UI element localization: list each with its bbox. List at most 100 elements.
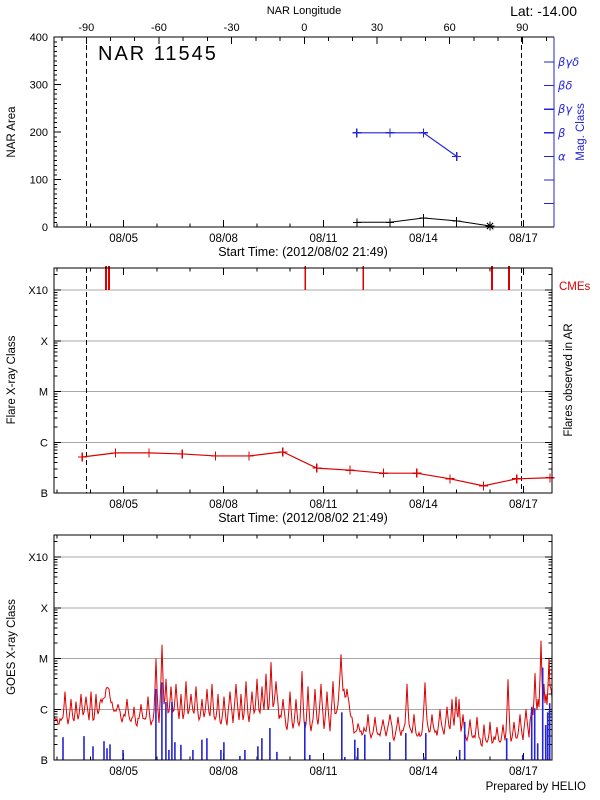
flare-event-bar: [180, 744, 182, 760]
x-tick-label: 08/05: [109, 233, 138, 245]
area-tick-label: 0: [42, 222, 48, 234]
flare-event-bar: [357, 747, 359, 760]
flares-panel: 08/05 08/08 08/11 08/14 08/17 B C M X X10 Start Ti…: [6, 266, 591, 525]
flare-event-bar: [309, 754, 311, 760]
flare-event-bar: [344, 757, 346, 760]
longitude-tick-label: -60: [151, 22, 167, 34]
xray-class-label: M: [39, 387, 48, 399]
goes-panel: 08/05 08/08 08/11 08/14 08/17 B C M X X10 GOES X-r…: [6, 534, 586, 793]
flare-event-bar: [201, 739, 203, 760]
flare-event-bar: [223, 742, 225, 760]
longitude-tick-label: 30: [371, 22, 383, 34]
goes-class-axis-title: GOES X-ray Class: [6, 599, 18, 695]
flare-event-bar: [62, 737, 64, 760]
mag-class-tick-label: β: [557, 126, 565, 140]
flare-event-bar: [206, 738, 208, 760]
panel-border: [53, 267, 553, 494]
flare-event-bar: [103, 741, 105, 760]
prepared-by-credit: Prepared by HELIO: [486, 781, 586, 793]
xray-class-label: X10: [28, 552, 48, 564]
flare-event-bar: [458, 749, 461, 760]
area-tick-label: 400: [30, 32, 48, 44]
flare-event-bar: [505, 738, 508, 760]
flare-event-bar: [548, 703, 551, 760]
area-tick-label: 100: [30, 175, 48, 187]
flare-event-bar: [521, 754, 524, 760]
flare-event-bar: [364, 734, 366, 760]
x-tick-label: 08/11: [310, 766, 338, 778]
flare-event-bar: [174, 742, 176, 760]
area-end-asterisk-marker: [486, 222, 494, 230]
panel-border: [53, 534, 553, 761]
x-tick-label: 08/17: [509, 766, 538, 778]
mag-class-tick-label: βγ: [557, 102, 573, 116]
flare-event-bar: [92, 746, 94, 760]
flare-event-bar: [165, 702, 167, 760]
start-time-label: Start Time: (2012/08/02 21:49): [218, 245, 388, 259]
latitude-value: Lat: -14.00: [510, 3, 577, 19]
flare-event-bar: [389, 742, 391, 760]
longitude-tick-label: 0: [301, 22, 307, 34]
goes-flux-curve: [54, 640, 552, 748]
longitude-tick-label: 90: [516, 22, 528, 34]
longitude-tick-label: 60: [444, 22, 456, 34]
panel-border: [53, 36, 554, 228]
flare-event-bar: [261, 738, 263, 760]
x-tick-label: 08/08: [209, 766, 238, 778]
xray-class-label: M: [39, 654, 48, 666]
flare-level-series: [82, 451, 551, 487]
nar-area-panel: -90 -60 -30 0 30 60 90 NAR Longitude Lat: -14.00…: [6, 3, 587, 259]
flares-observed-axis-title: Flares observed in AR: [563, 323, 575, 436]
x-tick-label: 08/05: [109, 499, 138, 511]
x-tick-label: 08/14: [409, 766, 438, 778]
start-time-label: Start Time: (2012/08/02 21:49): [218, 511, 388, 525]
flare-event-bar: [276, 751, 278, 760]
flare-event-bar: [171, 702, 173, 760]
xray-class-label: C: [40, 437, 48, 449]
longitude-tick-label: -90: [78, 22, 94, 34]
flare-event-bar: [83, 736, 85, 760]
nar-area-axis-title: NAR Area: [6, 106, 18, 158]
x-tick-label: 08/17: [509, 499, 538, 511]
x-tick-label: 08/11: [310, 233, 338, 245]
flare-event-bar: [109, 744, 111, 760]
flare-event-bar: [161, 682, 163, 760]
flare-event-bar: [239, 755, 241, 760]
xray-class-label: X: [41, 336, 49, 348]
mag-class-tick-label: βγδ: [557, 55, 579, 69]
flare-event-bar: [106, 748, 108, 760]
mag-class-series: [356, 132, 458, 157]
flare-event-bar: [541, 667, 544, 760]
xray-class-label: X10: [28, 285, 48, 297]
mag-class-axis-title: Mag. Class: [575, 103, 587, 161]
longitude-axis-title: NAR Longitude: [267, 5, 342, 17]
flare-event-bar: [536, 743, 539, 760]
mag-class-tick-label: βδ: [557, 79, 572, 93]
flare-event-bar: [257, 746, 259, 760]
xray-class-label: C: [40, 704, 48, 716]
x-tick-label: 08/17: [509, 233, 538, 245]
flare-event-bar: [269, 728, 271, 760]
xray-class-label: B: [41, 488, 48, 500]
flare-event-bar: [546, 712, 549, 760]
longitude-tick-label: -30: [224, 22, 240, 34]
area-tick-label: 300: [30, 80, 48, 92]
flare-event-bar: [423, 757, 425, 760]
x-tick-label: 08/14: [409, 233, 438, 245]
area-tick-label: 200: [30, 127, 48, 139]
xray-class-label: B: [41, 755, 48, 767]
flare-event-bar: [192, 749, 194, 760]
flare-event-bar: [155, 689, 157, 760]
flare-event-bar: [425, 733, 427, 760]
flare-event-bar: [168, 749, 170, 760]
flare-event-bar: [533, 708, 536, 760]
mag-class-tick-label: α: [558, 149, 566, 163]
x-tick-label: 08/08: [209, 499, 238, 511]
flare-event-bar: [244, 749, 246, 760]
flare-event-bar: [304, 721, 306, 760]
cmes-label: CMEs: [559, 281, 591, 293]
xray-class-label: X: [41, 603, 49, 615]
flare-event-bar: [544, 725, 547, 760]
